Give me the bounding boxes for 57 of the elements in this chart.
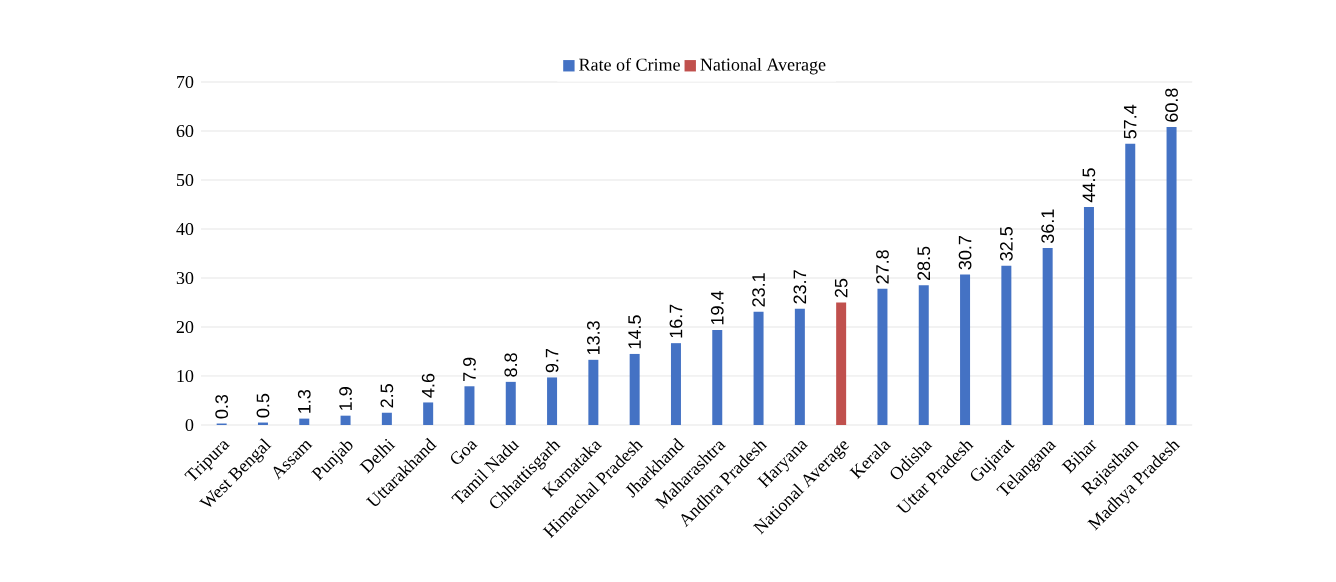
y-tick-label: 60 <box>176 124 194 138</box>
bar <box>340 415 351 425</box>
data-label: 8.8 <box>504 353 518 377</box>
bar <box>794 308 805 425</box>
bar <box>1083 206 1094 425</box>
data-label: 57.4 <box>1123 104 1137 139</box>
bar <box>960 274 971 425</box>
bar <box>505 381 516 425</box>
data-label: 19.4 <box>710 291 724 325</box>
y-tick-label: 20 <box>176 320 194 334</box>
data-label: 1.3 <box>297 389 311 413</box>
data-label: 36.1 <box>1041 209 1055 244</box>
data-label: 28.5 <box>917 246 931 281</box>
y-tick-label: 50 <box>176 173 194 187</box>
data-label: 0.3 <box>215 394 229 419</box>
bar <box>299 418 310 425</box>
data-label: 27.8 <box>876 250 889 284</box>
data-label: 7.9 <box>463 357 476 381</box>
bar <box>1125 143 1136 425</box>
data-label: 9.7 <box>545 348 559 373</box>
x-tick-label: Goa <box>450 441 478 464</box>
bar <box>1042 248 1053 425</box>
data-label: 1.9 <box>339 387 352 410</box>
bar <box>712 329 723 425</box>
data-label: 14.5 <box>628 315 641 349</box>
data-label: 60.8 <box>1165 88 1178 122</box>
bar <box>629 353 640 425</box>
bar <box>1001 265 1012 425</box>
bar <box>836 302 847 425</box>
data-label: 30.7 <box>958 236 972 270</box>
y-tick-label: 30 <box>176 271 194 285</box>
y-tick-label: 40 <box>176 222 194 236</box>
y-tick-label: 10 <box>177 369 194 383</box>
bar <box>753 311 764 425</box>
y-tick-label: 70 <box>177 75 194 89</box>
y-tick-label: 0 <box>185 418 194 432</box>
data-label: 32.5 <box>999 227 1013 261</box>
bar <box>423 402 434 425</box>
bar <box>547 377 558 425</box>
data-label: 16.7 <box>669 304 683 338</box>
bar <box>670 343 681 425</box>
data-label: 0.5 <box>256 393 270 418</box>
data-label: 4.6 <box>421 373 435 398</box>
data-label: 23.7 <box>793 270 807 304</box>
bar <box>381 412 392 425</box>
bar <box>588 359 599 425</box>
data-label: 25 <box>834 278 848 298</box>
data-label: 44.5 <box>1082 168 1096 203</box>
legend-label: National Average <box>700 58 826 75</box>
data-label: 13.3 <box>586 321 600 355</box>
legend-label: Rate of Crime <box>579 57 680 71</box>
bar <box>877 288 888 425</box>
data-label: 2.5 <box>380 384 394 408</box>
bar <box>918 285 929 425</box>
bar <box>1166 127 1177 425</box>
bar <box>464 386 475 425</box>
data-label: 23.1 <box>752 273 765 307</box>
